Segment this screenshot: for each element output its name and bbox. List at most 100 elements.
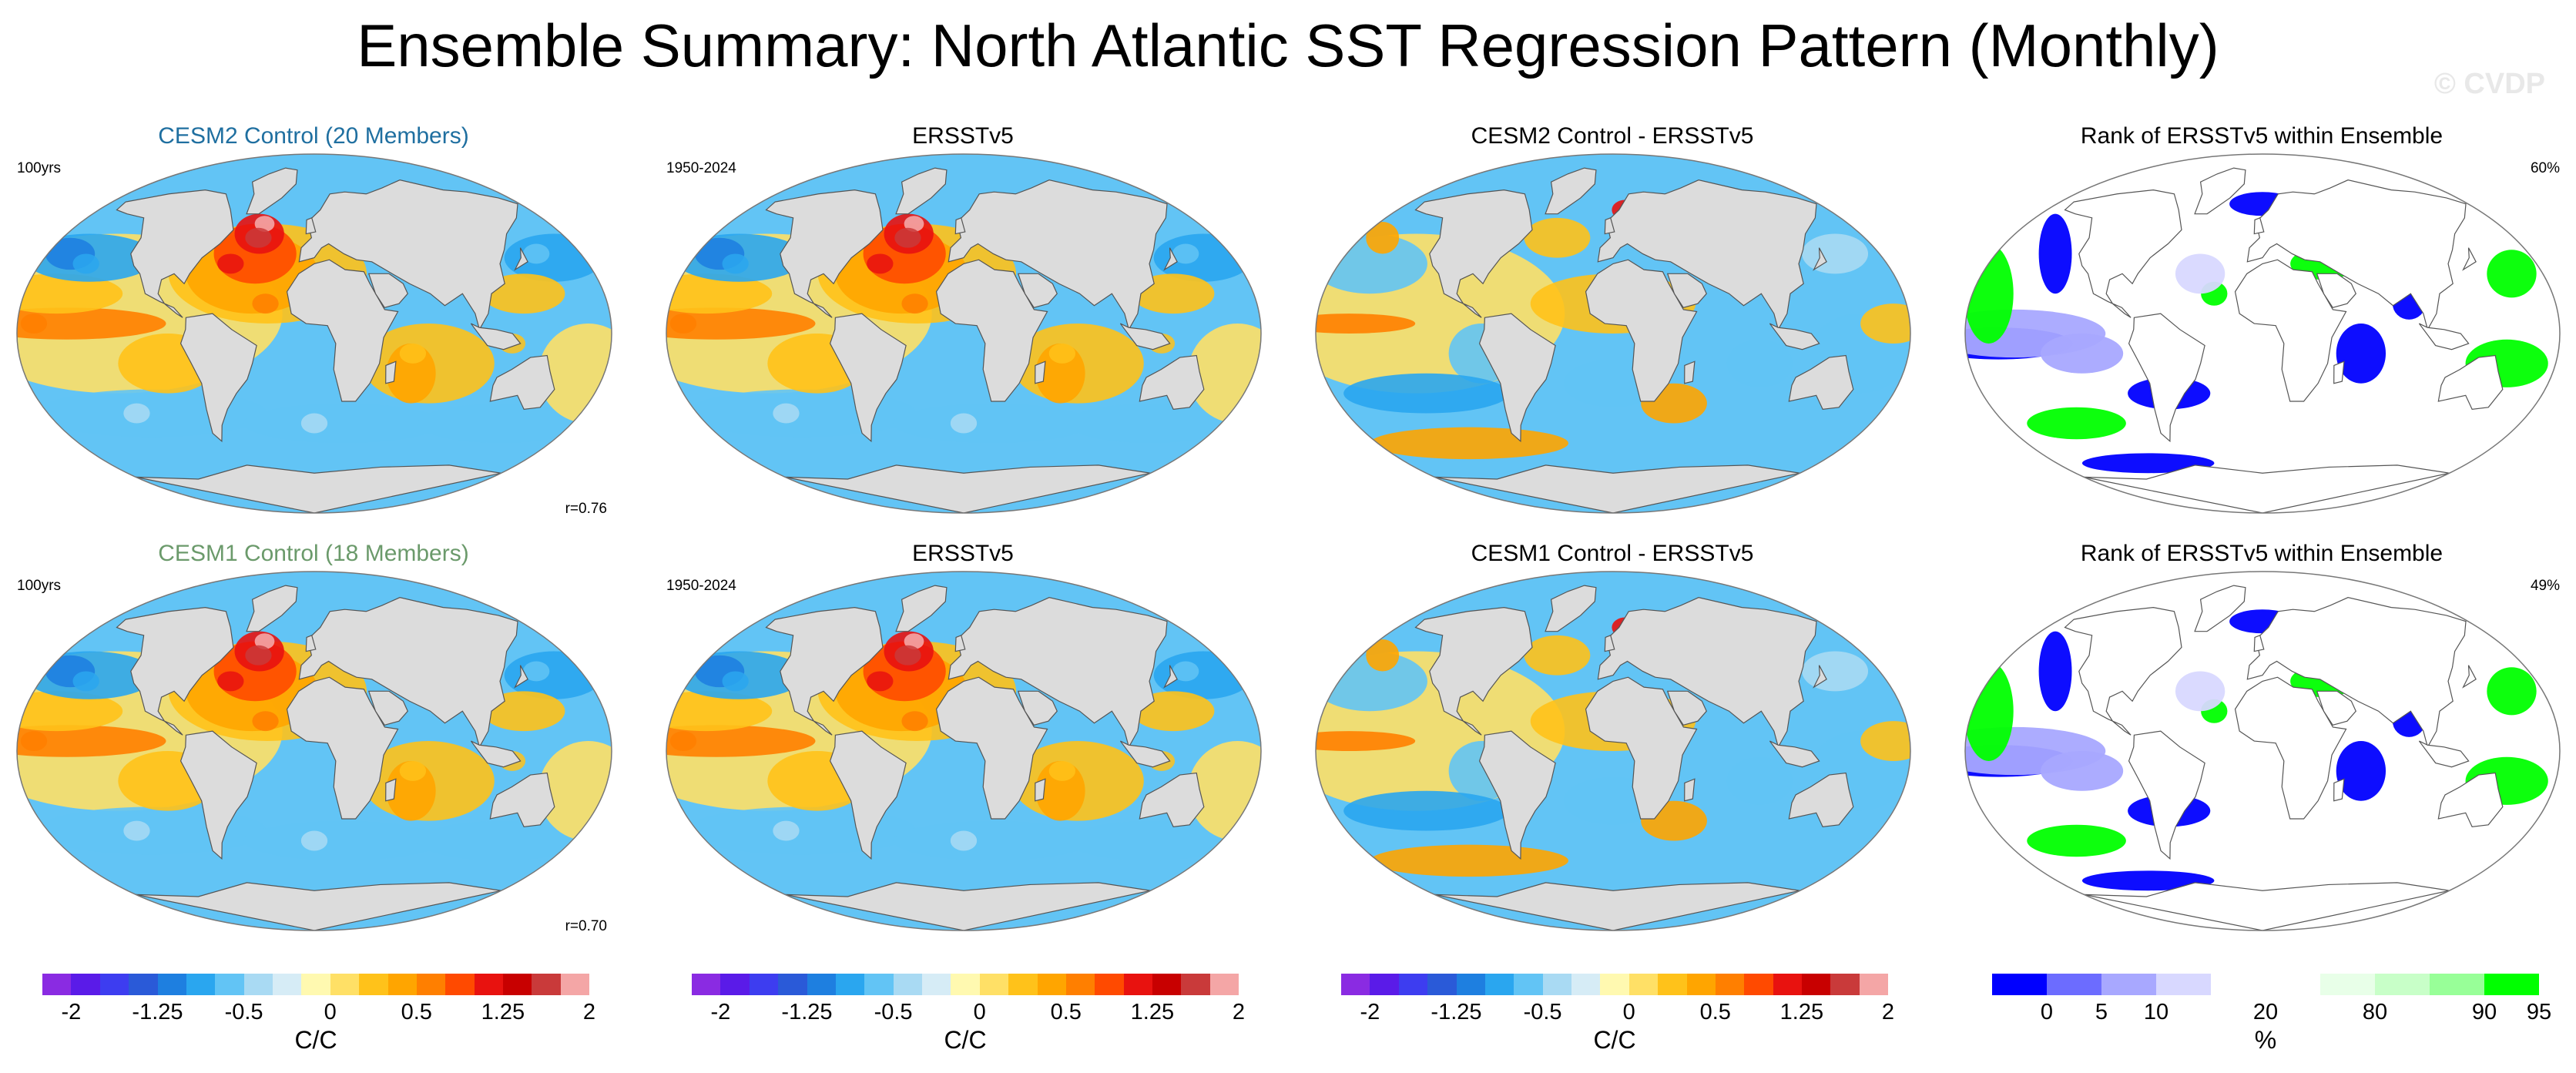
continent-north-america [116, 606, 234, 736]
continent-uk [954, 217, 966, 235]
colorbar-1-unit: C/C [294, 1026, 337, 1054]
continent-south-america [2128, 730, 2205, 860]
panel-r2-c4-map [1964, 571, 2561, 931]
anomaly-point-6 [1172, 661, 1199, 682]
anomaly-region-14 [893, 820, 1092, 861]
panel-r2-c1-title: CESM1 Control (18 Members) [158, 541, 469, 566]
colorbar-2-swatch-18 [1181, 974, 1210, 995]
continent-australia [1139, 354, 1205, 411]
colorbar-1-tick-2: -1.25 [132, 1000, 183, 1024]
anomaly-region-14 [893, 403, 1092, 444]
panel-r2-c4-title: Rank of ERSSTv5 within Ensemble [2080, 541, 2444, 566]
continent-madagascar [1035, 360, 1046, 384]
colorbar-4-swatch-7 [2320, 974, 2375, 995]
colorbar-4-unit: % [2254, 1026, 2277, 1054]
colorbar-3-swatch-14 [1715, 974, 1745, 995]
panel-r1-c3-title: CESM2 Control - ERSSTv5 [1471, 123, 1754, 149]
anomaly-region-15 [1524, 217, 1591, 258]
anomaly-region-15 [418, 403, 583, 444]
rank-region-12 [2040, 334, 2124, 374]
panel-r1-c2-title: ERSSTv5 [912, 123, 1014, 149]
continent-uk [305, 217, 317, 235]
continent-north-america [116, 189, 234, 318]
anomaly-region-17 [1188, 741, 1261, 841]
colorbar-3-tick-6: 1.25 [1779, 1000, 1824, 1024]
colorbar-1-swatch-7 [215, 974, 244, 995]
continent-north-america [765, 606, 884, 736]
continent-indonesia [1119, 740, 1171, 768]
colorbar-4-tick-1: 0 [2040, 1000, 2054, 1024]
colorbar-3-tick-5: 0.5 [1699, 1000, 1731, 1024]
anomaly-point-2 [901, 293, 928, 314]
colorbar-1: -2 -1.25 -0.5 0 0.5 1.25 2 C/C [42, 974, 595, 1054]
anomaly-point-6 [522, 661, 550, 682]
continent-antarctica [1434, 464, 1800, 513]
continent-indonesia [470, 323, 522, 350]
colorbar-4-swatch-1 [1992, 974, 2047, 995]
continent-japan [2462, 665, 2477, 689]
rank-region-6 [2336, 741, 2386, 801]
anomaly-point-8 [300, 413, 328, 434]
continent-australia [1788, 354, 1854, 411]
colorbar-4: 0 5 10 20 80 90 95 100% [1992, 974, 2576, 1054]
colorbar-4-swatch-4 [2156, 974, 2211, 995]
anomaly-region-15 [1524, 635, 1591, 676]
colorbar-4-tick-5: 80 [2362, 1000, 2388, 1024]
continent-uk [2253, 635, 2265, 652]
continent-indonesia [470, 740, 522, 768]
anomaly-region-9 [1343, 790, 1509, 831]
colorbar-2-swatch-14 [1065, 974, 1095, 995]
continent-japan [2462, 247, 2477, 271]
continent-japan [1163, 247, 1178, 271]
continent-greenland [2194, 167, 2246, 215]
colorbar-3-swatch-2 [1370, 974, 1399, 995]
continent-japan [1813, 247, 1827, 271]
colorbar-2: -2 -1.25 -0.5 0 0.5 1.25 2 C/C [692, 974, 1245, 1054]
continent-greenland [246, 585, 298, 632]
continent-south-america [829, 313, 907, 443]
anomaly-region-17 [538, 741, 612, 841]
continent-greenland [895, 585, 948, 632]
panel-r1-c1-correlation-label: r=0.76 [565, 501, 607, 517]
continent-uk [954, 635, 966, 652]
anomaly-point-3 [669, 314, 697, 334]
continent-antarctica [785, 882, 1151, 930]
colorbar-4-swatch-2 [2047, 974, 2101, 995]
colorbar-1-swatch-10 [301, 974, 330, 995]
anomaly-point-6 [522, 243, 550, 264]
colorbar-4-swatch-8 [2375, 974, 2430, 995]
rank-region-12 [2040, 751, 2124, 791]
anomaly-point-4 [399, 343, 427, 364]
panel-r2-c3: CESM1 Control - ERSSTv5 [1308, 541, 1917, 941]
continent-japan [1163, 665, 1178, 689]
anomaly-region-17 [538, 324, 612, 424]
colorbar-1-tick-6: 1.25 [481, 1000, 525, 1024]
continent-south-america [179, 313, 257, 443]
colorbar-4-swatch-3 [2101, 974, 2156, 995]
colorbar-1-tick-3: -0.5 [224, 1000, 263, 1024]
anomaly-region-5 [254, 216, 275, 232]
continent-greenland [246, 167, 298, 215]
anomaly-point-3 [20, 731, 48, 751]
anomaly-region-15 [1067, 403, 1233, 444]
colorbar-4-tick-4: 20 [2252, 1000, 2279, 1024]
continent-north-america [2064, 606, 2182, 736]
continent-uk [2253, 217, 2265, 235]
rank-region-8 [2081, 453, 2215, 474]
colorbar-2-swatch-17 [1152, 974, 1182, 995]
colorbar-4-tick-8: 100 [2575, 1000, 2576, 1025]
anomaly-region-5 [904, 216, 924, 232]
continent-africa [2234, 676, 2347, 820]
colorbar-3-swatch-3 [1398, 974, 1428, 995]
colorbar-1-swatch-16 [474, 974, 503, 995]
continent-arabia [2316, 273, 2356, 309]
colorbar-3-swatch-9 [1571, 974, 1601, 995]
colorbar-3-tick-1: -2 [1360, 1000, 1380, 1024]
anomaly-region-9 [1343, 373, 1509, 414]
continent-australia [1788, 772, 1854, 828]
continent-indonesia [1769, 740, 1820, 768]
panel-r1-c4: Rank of ERSSTv5 within Ensemble 60% [1957, 123, 2566, 524]
continent-africa [286, 676, 399, 820]
anomaly-region-10 [1370, 844, 1568, 877]
continent-madagascar [1684, 360, 1696, 384]
